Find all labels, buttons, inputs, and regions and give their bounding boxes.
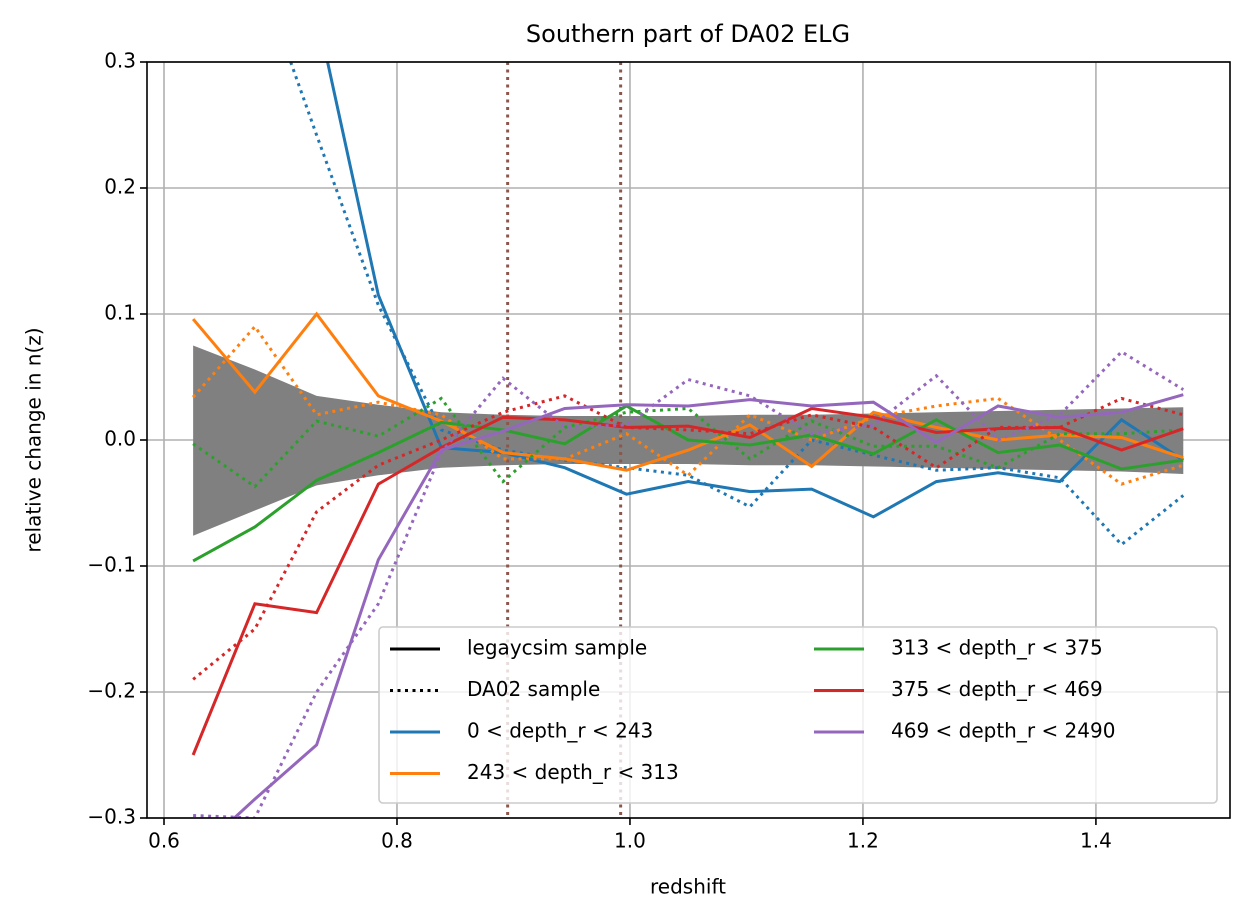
legend-label: 469 < depth_r < 2490 [891,719,1115,743]
series-line [192,404,1184,563]
x-tick-label: 1.0 [614,829,646,853]
legend-label: 0 < depth_r < 243 [467,719,653,743]
x-axis-label: redshift [650,875,726,899]
y-tick-label: 0.0 [104,427,136,451]
y-tick-label: 0.3 [104,49,136,73]
series-line [232,393,1184,818]
legend-box [378,626,1218,804]
series-line [192,396,1184,489]
y-tick-label: −0.3 [87,805,136,829]
legend-label: legaycsim sample [467,636,647,660]
series-line [289,62,1185,547]
legend-label: 375 < depth_r < 469 [891,677,1103,701]
legend: legaycsim sample DA02 sample 0 < depth_r <… [378,626,1218,804]
y-tick-label: −0.2 [87,679,136,703]
legend-label: 243 < depth_r < 313 [467,760,679,784]
ticks: 0.6 0.8 1.0 1.2 1.4 −0.3 −0.2 −0.1 0.0 0.1 0.2 0.3 [87,49,1111,853]
y-tick-label: −0.1 [87,553,136,577]
chart-title: Southern part of DA02 ELG [526,20,850,48]
x-tick-label: 0.6 [148,829,180,853]
series-line [326,62,1185,519]
series-line [192,394,1184,681]
y-tick-label: 0.2 [104,175,136,199]
legend-label: DA02 sample [467,677,600,701]
y-axis-label: relative change in n(z) [22,327,46,552]
legend-label: 313 < depth_r < 375 [891,636,1103,660]
x-tick-label: 1.2 [847,829,879,853]
series-line [191,311,1184,472]
y-tick-label: 0.1 [104,301,136,325]
x-tick-label: 1.4 [1080,829,1112,853]
x-tick-label: 0.8 [381,829,413,853]
series-line [192,324,1184,486]
series-line [191,406,1184,756]
